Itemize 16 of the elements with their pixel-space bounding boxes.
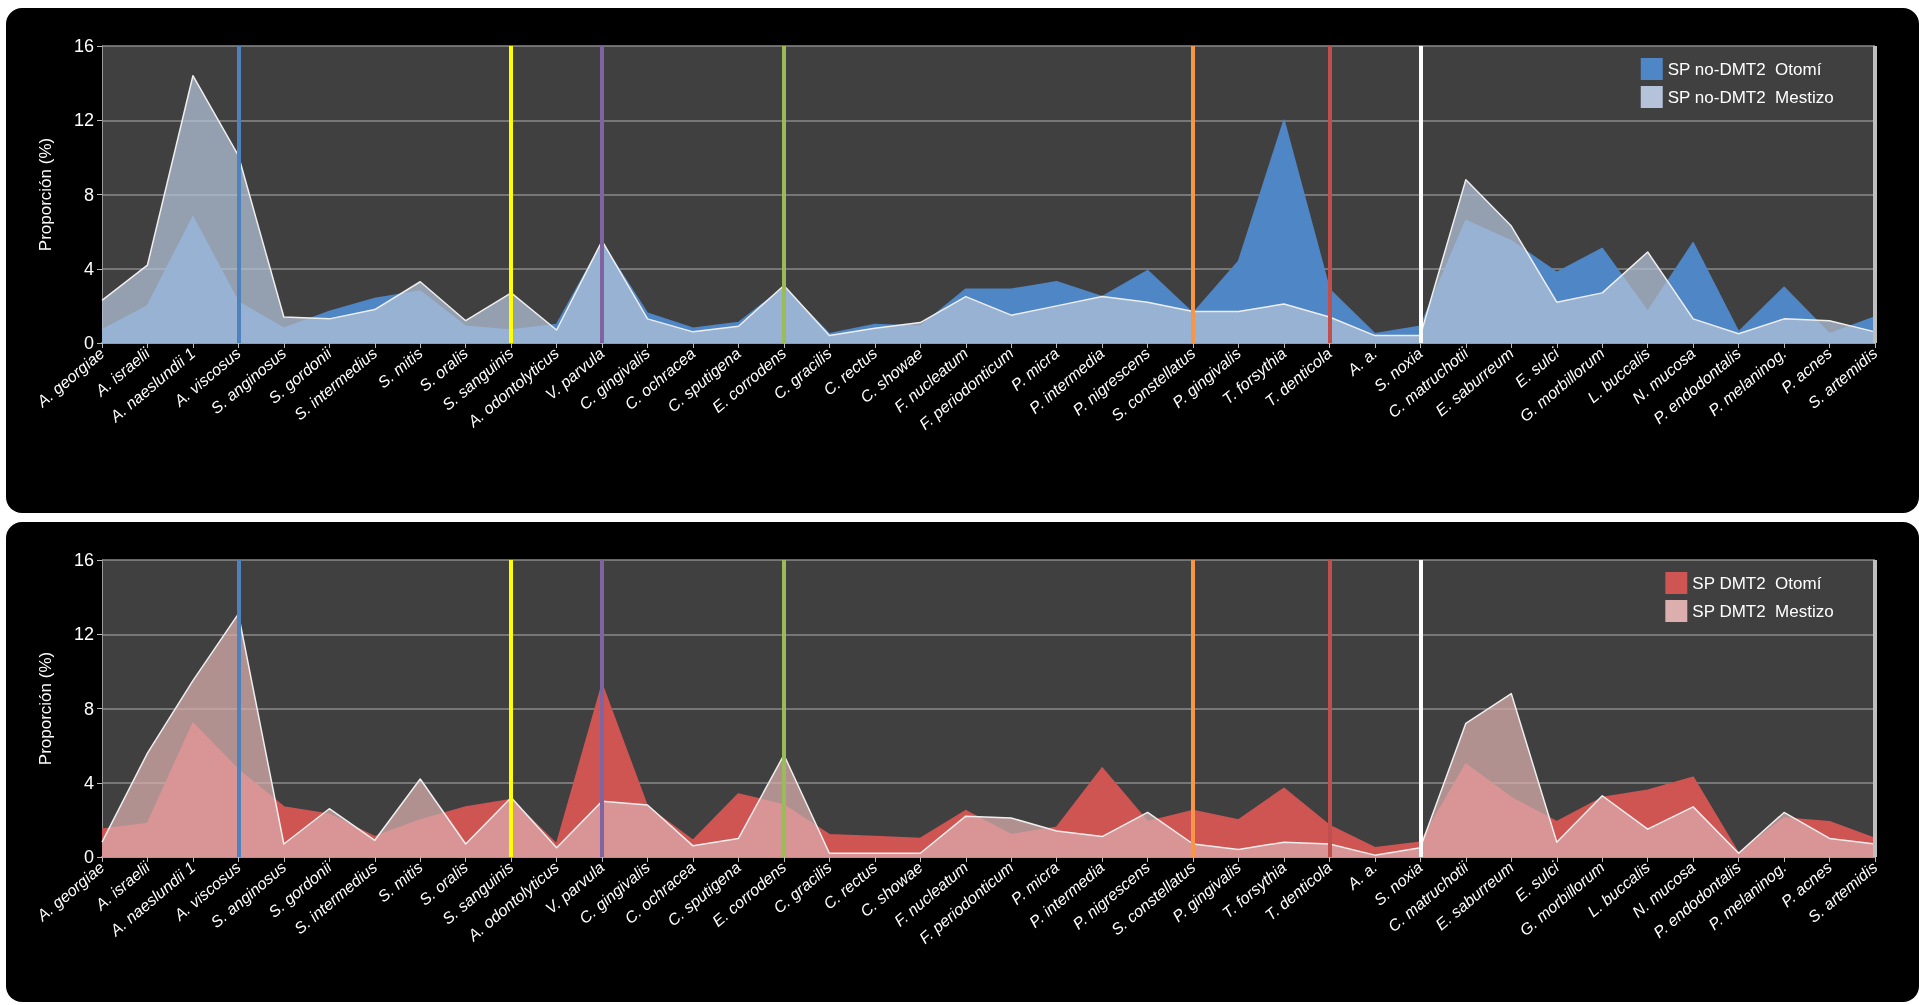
y-tick-label: 4 (83, 772, 94, 793)
y-tick-label: 0 (83, 333, 94, 353)
y-tick-label: 12 (73, 110, 94, 131)
y-tick-label: 8 (83, 698, 94, 719)
legend-label: SP no-DMT2 Mestizo (1667, 87, 1834, 107)
y-tick-label: 16 (73, 550, 94, 570)
y-axis-title: Proporción (%) (36, 651, 55, 766)
legend-label: SP DMT2 Otomí (1692, 573, 1822, 593)
y-tick-label: 16 (73, 36, 94, 56)
y-tick-label: 4 (83, 258, 94, 279)
y-tick-label: 0 (83, 847, 94, 867)
legend-label: SP no-DMT2 Otomí (1667, 59, 1822, 79)
y-tick-label: 8 (83, 184, 94, 205)
y-tick-label: 12 (73, 624, 94, 645)
y-axis-title: Proporción (%) (36, 137, 55, 252)
legend-label: SP DMT2 Mestizo (1692, 601, 1834, 621)
